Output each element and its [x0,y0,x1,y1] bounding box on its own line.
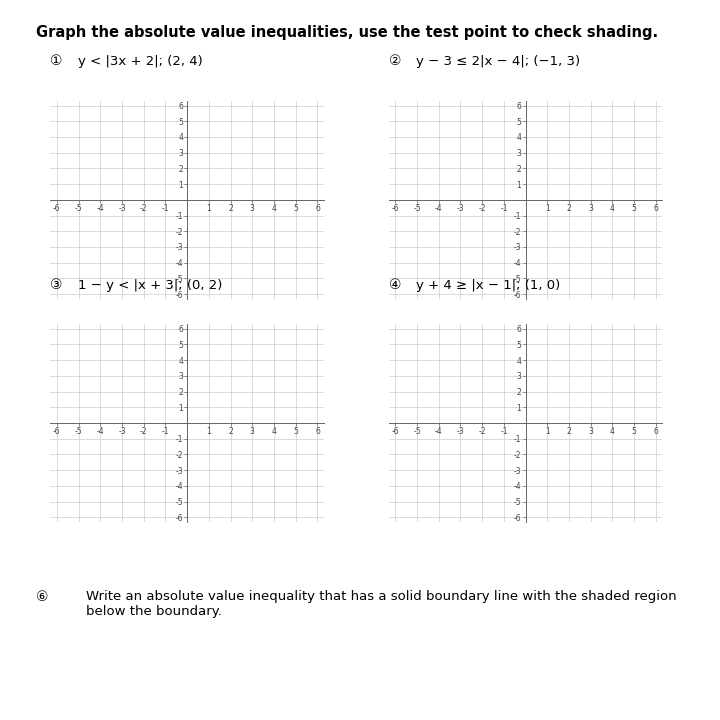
Text: ②: ② [389,55,401,68]
Text: y − 3 ≤ 2|x − 4|; (−1, 3): y − 3 ≤ 2|x − 4|; (−1, 3) [416,55,580,68]
Text: 1 − y < |x + 3|; (0, 2): 1 − y < |x + 3|; (0, 2) [78,279,222,292]
Text: ③: ③ [50,278,63,292]
Text: Graph the absolute value inequalities, use the test point to check shading.: Graph the absolute value inequalities, u… [36,25,658,40]
Text: Write an absolute value inequality that has a solid boundary line with the shade: Write an absolute value inequality that … [86,590,677,618]
Text: y < |3x + 2|; (2, 4): y < |3x + 2|; (2, 4) [78,55,202,68]
Text: y + 4 ≥ |x − 1|; (1, 0): y + 4 ≥ |x − 1|; (1, 0) [416,279,560,292]
Text: ④: ④ [389,278,401,292]
Text: ⑥: ⑥ [36,590,48,604]
Text: ①: ① [50,55,63,68]
